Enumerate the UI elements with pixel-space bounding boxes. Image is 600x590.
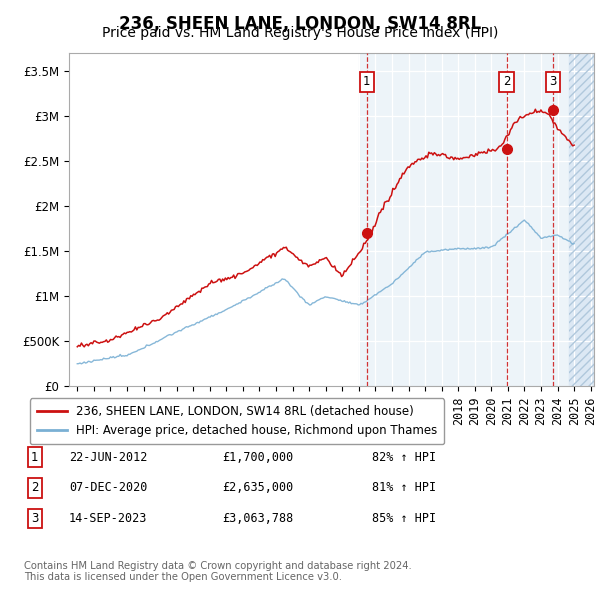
Bar: [359, 53, 569, 386]
Legend: 236, SHEEN LANE, LONDON, SW14 8RL (detached house), HPI: Average price, detached: 236, SHEEN LANE, LONDON, SW14 8RL (detac…: [30, 398, 444, 444]
Text: 1: 1: [31, 451, 38, 464]
Text: Contains HM Land Registry data © Crown copyright and database right 2024.
This d: Contains HM Land Registry data © Crown c…: [24, 560, 412, 582]
Text: 14-SEP-2023: 14-SEP-2023: [69, 512, 148, 525]
Text: 07-DEC-2020: 07-DEC-2020: [69, 481, 148, 494]
Text: 3: 3: [549, 76, 556, 88]
Text: 2: 2: [503, 76, 511, 88]
Text: 85% ↑ HPI: 85% ↑ HPI: [372, 512, 436, 525]
Text: 82% ↑ HPI: 82% ↑ HPI: [372, 451, 436, 464]
Text: £1,700,000: £1,700,000: [222, 451, 293, 464]
Text: 81% ↑ HPI: 81% ↑ HPI: [372, 481, 436, 494]
Bar: [569, 53, 594, 386]
Text: £3,063,788: £3,063,788: [222, 512, 293, 525]
Text: 22-JUN-2012: 22-JUN-2012: [69, 451, 148, 464]
Text: £2,635,000: £2,635,000: [222, 481, 293, 494]
Bar: [569, 53, 594, 386]
Text: 3: 3: [31, 512, 38, 525]
Text: Price paid vs. HM Land Registry's House Price Index (HPI): Price paid vs. HM Land Registry's House …: [102, 26, 498, 40]
Text: 1: 1: [363, 76, 370, 88]
Text: 236, SHEEN LANE, LONDON, SW14 8RL: 236, SHEEN LANE, LONDON, SW14 8RL: [119, 15, 481, 33]
Text: 2: 2: [31, 481, 38, 494]
